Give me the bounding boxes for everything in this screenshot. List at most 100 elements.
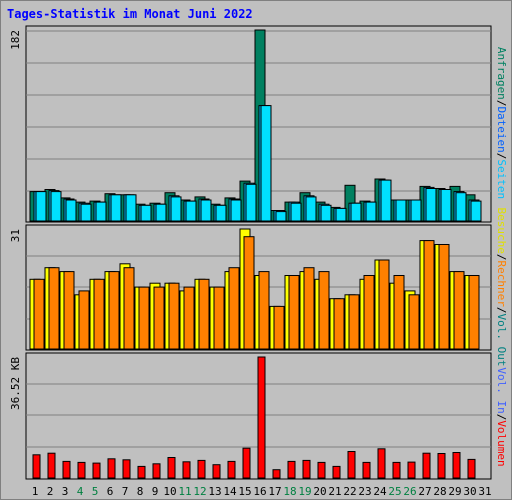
bar-volumen-5 — [92, 462, 101, 479]
bar-rechner-2 — [48, 267, 60, 350]
bar-volumen-12 — [197, 459, 206, 479]
bar-rechner-9 — [153, 286, 165, 350]
y-max-label: 182 — [9, 30, 22, 50]
bar-volumen-3 — [62, 460, 71, 479]
x-tick-label: 3 — [62, 485, 69, 498]
x-tick-label: 17 — [268, 485, 281, 498]
bar-rechner-15 — [243, 236, 255, 350]
bar-seiten-4 — [80, 203, 92, 222]
bar-volumen-26 — [407, 461, 416, 479]
x-tick-label: 9 — [152, 485, 159, 498]
x-tick-label: 19 — [298, 485, 311, 498]
bar-volumen-28 — [437, 453, 446, 479]
bar-volumen-19 — [302, 459, 311, 479]
bar-seiten-14 — [230, 199, 242, 222]
bar-rechner-6 — [108, 271, 120, 350]
bar-seiten-22 — [350, 202, 362, 222]
panel-frame — [25, 25, 492, 223]
bar-volumen-23 — [362, 461, 371, 479]
x-tick-label: 23 — [358, 485, 371, 498]
bar-volumen-13 — [212, 464, 221, 479]
x-tick-label: 12 — [193, 485, 206, 498]
bar-rechner-27 — [423, 240, 435, 350]
legend-rechner: Rechner — [495, 261, 508, 308]
legend-anfragen: Anfragen — [495, 47, 508, 100]
bar-seiten-30 — [470, 200, 482, 222]
legend-separator: / — [495, 254, 508, 261]
bar-volumen-17 — [272, 469, 281, 479]
bar-volumen-14 — [227, 460, 236, 479]
bar-seiten-26 — [410, 199, 422, 222]
bar-seiten-9 — [155, 203, 167, 222]
chart-title: Tages-Statistik im Monat Juni 2022 — [7, 7, 253, 21]
bar-seiten-23 — [365, 201, 377, 222]
x-tick-label: 13 — [208, 485, 221, 498]
bar-volumen-7 — [122, 459, 131, 479]
bar-rechner-11 — [183, 286, 195, 350]
bar-rechner-13 — [213, 286, 225, 350]
bar-volumen-16 — [257, 356, 266, 479]
bar-seiten-5 — [95, 201, 107, 222]
x-tick-label: 11 — [178, 485, 191, 498]
x-tick-label: 24 — [373, 485, 387, 498]
bar-seiten-7 — [125, 194, 137, 222]
x-tick-label: 14 — [223, 485, 237, 498]
bar-volumen-15 — [242, 447, 251, 479]
bar-rechner-20 — [318, 271, 330, 350]
bar-seiten-21 — [335, 207, 347, 222]
bar-seiten-15 — [245, 183, 257, 222]
bar-seiten-13 — [215, 204, 227, 222]
bar-seiten-12 — [200, 199, 212, 222]
bar-rechner-22 — [348, 294, 360, 350]
bar-rechner-16 — [258, 271, 270, 350]
legend-volin-volume: Vol. In/Volumen — [495, 367, 508, 466]
bar-rechner-18 — [288, 275, 300, 350]
bar-volumen-21 — [332, 465, 341, 479]
bar-seiten-20 — [320, 204, 332, 222]
bar-volumen-1 — [32, 454, 41, 479]
bar-seiten-3 — [65, 199, 77, 222]
x-tick-label: 18 — [283, 485, 296, 498]
bar-seiten-2 — [50, 191, 62, 222]
bar-rechner-29 — [453, 271, 465, 350]
x-tick-label: 15 — [238, 485, 251, 498]
bar-rechner-1 — [33, 278, 45, 350]
bar-rechner-4 — [78, 290, 90, 350]
bar-seiten-19 — [305, 196, 317, 222]
legend-visits-sites-volout: Besuche/Rechner/Vol. Out — [495, 208, 508, 367]
bar-rechner-7 — [123, 267, 135, 350]
bar-rechner-25 — [393, 275, 405, 350]
bar-rechner-10 — [168, 282, 180, 350]
bar-rechner-21 — [333, 298, 345, 350]
bar-seiten-16 — [260, 105, 272, 222]
bar-rechner-14 — [228, 267, 240, 350]
y-max-label: 36.52 KB — [9, 357, 22, 410]
x-tick-label: 29 — [448, 485, 461, 498]
bar-rechner-3 — [63, 271, 75, 350]
bar-volumen-30 — [467, 458, 476, 479]
legend-seiten: Seiten — [495, 159, 508, 199]
bar-rechner-26 — [408, 294, 420, 350]
legend-separator: / — [495, 153, 508, 160]
bar-seiten-8 — [140, 204, 152, 222]
x-tick-label: 4 — [77, 485, 84, 498]
bar-seiten-27 — [425, 188, 437, 222]
bar-seiten-10 — [170, 196, 182, 222]
bar-seiten-24 — [380, 179, 392, 222]
panel-frame — [25, 352, 492, 480]
x-tick-label: 21 — [328, 485, 341, 498]
bar-volumen-29 — [452, 452, 461, 479]
legend-dateien: Dateien — [495, 106, 508, 152]
x-tick-label: 25 — [388, 485, 401, 498]
bar-volumen-6 — [107, 458, 116, 479]
bar-volumen-18 — [287, 460, 296, 479]
bar-volumen-10 — [167, 457, 176, 479]
x-tick-label: 28 — [433, 485, 446, 498]
x-tick-label: 16 — [253, 485, 266, 498]
x-tick-label: 8 — [137, 485, 144, 498]
bar-rechner-8 — [138, 286, 150, 350]
bar-rechner-23 — [363, 275, 375, 350]
x-tick-label: 22 — [343, 485, 356, 498]
x-tick-label: 20 — [313, 485, 326, 498]
